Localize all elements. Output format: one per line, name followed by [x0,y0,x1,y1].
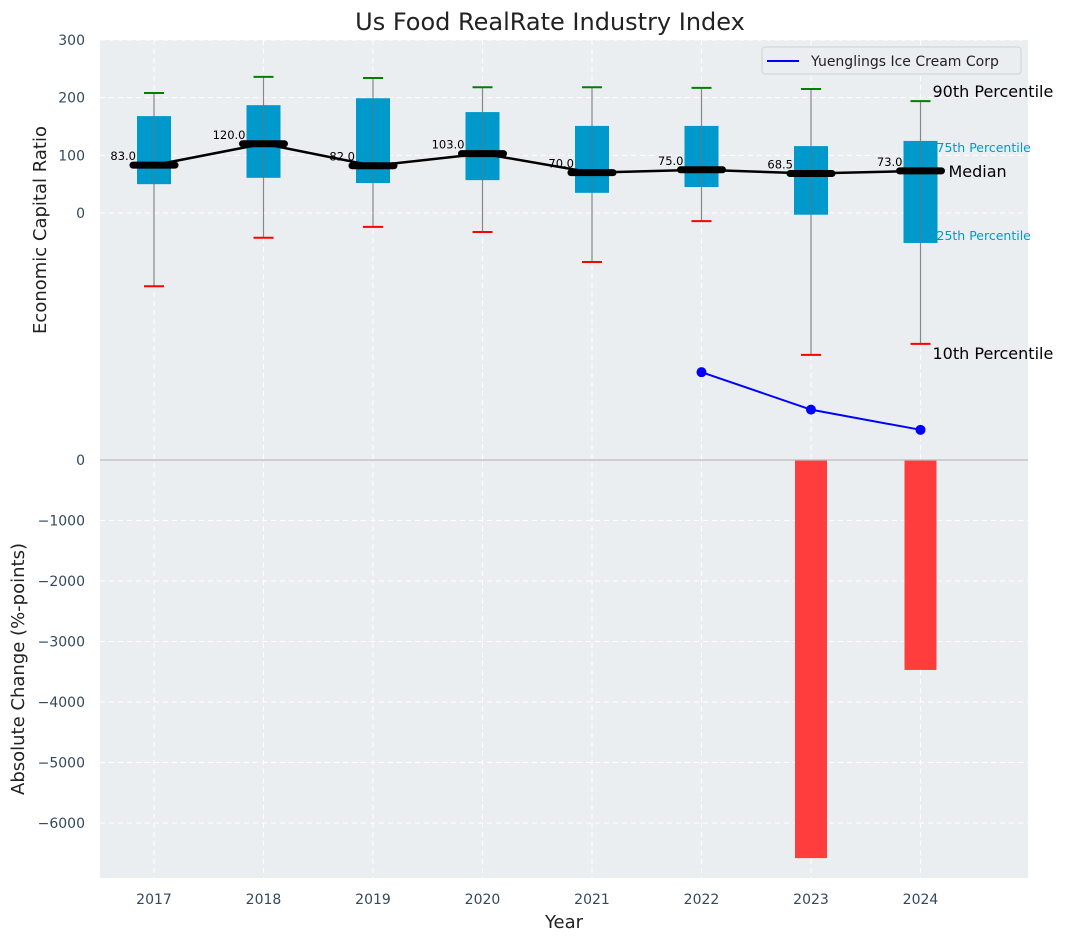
annotation-median: Median [949,162,1007,181]
bottom-y-tick-label: 0 [76,453,85,469]
x-tick-label: 2021 [574,892,610,908]
bottom-y-tick-label: −3000 [38,635,85,651]
company-point [915,424,926,435]
x-tick-label: 2024 [903,892,939,908]
median-value-label: 103.0 [432,138,465,152]
x-tick-label: 2023 [793,892,829,908]
company-point [806,404,816,415]
median-value-label: 68.5 [767,157,793,171]
x-tick-label: 2020 [465,892,501,908]
annotation-10th: 10th Percentile [933,344,1054,363]
bottom-y-tick-label: −5000 [38,756,85,772]
median-value-label: 70.0 [548,157,574,171]
annotation-90th: 90th Percentile [933,82,1054,101]
bottom-y-axis-label: Absolute Change (%-points) [8,543,29,795]
bottom-y-tick-label: −6000 [38,816,85,832]
median-value-label: 82.0 [329,150,355,164]
median-value-label: 75.0 [658,154,684,168]
top-y-ticks: 0 100 200 300 [58,33,85,222]
change-bars [795,460,937,859]
x-tick-label: 2018 [246,892,282,908]
bottom-plot-area [100,460,1028,878]
bottom-y-tick-label: −2000 [38,574,85,590]
x-tick-label: 2022 [684,892,720,908]
top-y-tick-label: 300 [58,33,85,49]
x-tick-label: 2019 [355,892,391,908]
top-plot-area [100,40,1028,460]
bottom-y-ticks: 0 −1000 −2000 −3000 −4000 −5000 −6000 [38,453,85,832]
company-point [696,367,707,378]
top-y-tick-label: 0 [76,206,85,222]
top-y-tick-label: 200 [58,91,85,107]
legend-label-company: Yuenglings Ice Cream Corp [810,54,999,70]
company-line-group [696,367,926,435]
legend: Yuenglings Ice Cream Corp [761,46,1022,75]
annotation-75th: 75th Percentile [937,140,1032,155]
annotation-25th: 25th Percentile [937,228,1032,243]
x-tick-label: 2017 [136,892,172,908]
chart-title: Us Food RealRate Industry Index [355,8,745,36]
bottom-y-tick-label: −1000 [38,514,85,530]
median-line-group: 83.0 120.0 82.0 103.0 70.0 75.0 68.5 73.0 [110,128,945,177]
top-y-axis-label: Economic Capital Ratio [30,126,51,334]
change-bar [904,460,937,670]
x-axis-label: Year [544,912,584,933]
legend-box [761,46,1022,75]
top-y-tick-label: 100 [58,148,85,164]
median-value-label: 120.0 [213,128,246,142]
change-bar [795,460,827,859]
x-ticks: 2017 2018 2019 2020 2021 2022 2023 2024 [136,892,938,908]
percentile-annotations: 90th Percentile 75th Percentile Median 25th… [933,82,1054,363]
median-value-label: 83.0 [110,149,136,163]
bottom-y-tick-label: −4000 [38,695,85,711]
median-value-label: 73.0 [877,155,903,169]
